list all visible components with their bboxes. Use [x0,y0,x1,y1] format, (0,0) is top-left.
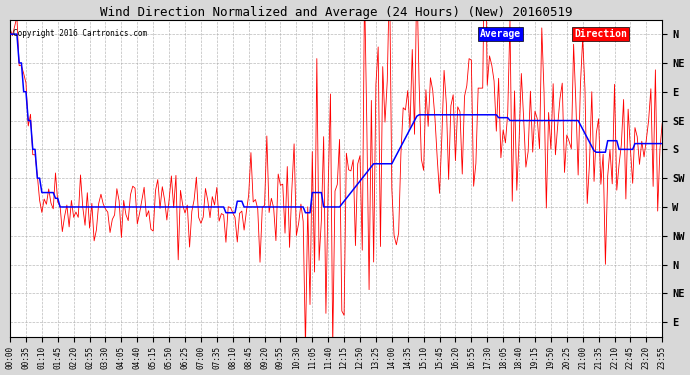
Text: Direction: Direction [574,29,627,39]
Text: Copyright 2016 Cartronics.com: Copyright 2016 Cartronics.com [13,29,148,38]
Title: Wind Direction Normalized and Average (24 Hours) (New) 20160519: Wind Direction Normalized and Average (2… [100,6,573,18]
Text: Average: Average [480,29,521,39]
